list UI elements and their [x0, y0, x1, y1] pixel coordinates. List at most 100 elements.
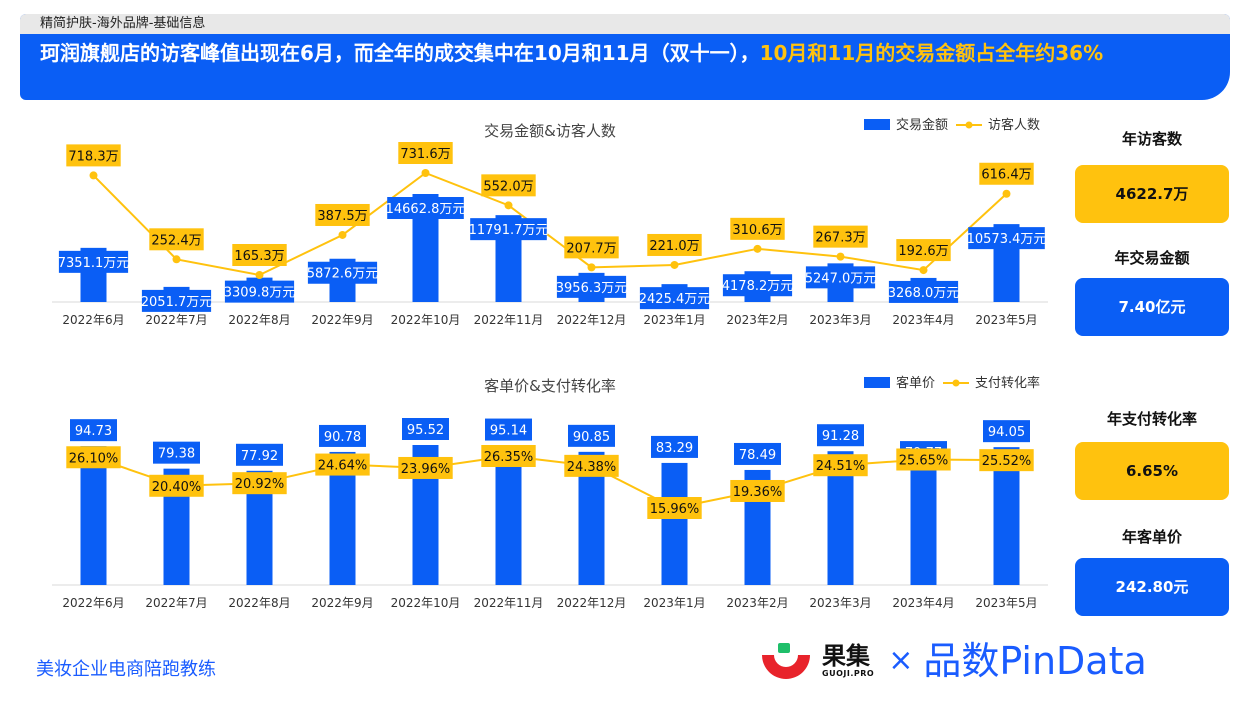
- line-data-label: 26.10%: [69, 451, 119, 466]
- bar: [80, 446, 107, 585]
- x-tick-label: 2023年3月: [809, 596, 871, 610]
- line-point: [172, 255, 181, 264]
- x-tick-label: 2023年5月: [975, 313, 1037, 327]
- collab-times-icon: ×: [888, 643, 914, 678]
- line-series-path: [93, 454, 1007, 510]
- line-point: [1002, 189, 1011, 198]
- bar-data-label-box: [568, 424, 615, 447]
- headline-main: 珂润旗舰店的访客峰值出现在6月，而全年的成交集中在10月和11月（双十一），: [40, 41, 760, 65]
- x-tick-label: 2022年8月: [228, 313, 290, 327]
- bar-data-label: 78.49: [739, 448, 776, 463]
- legend-bar-swatch: [864, 377, 890, 388]
- pindata-logo: 品数PinData: [923, 639, 1147, 683]
- kpi-sales-title: 年交易金额: [1114, 249, 1190, 267]
- bar-data-label: 5872.6万元: [307, 267, 379, 282]
- line-data-label: 731.6万: [400, 147, 450, 162]
- line-data-label: 310.6万: [732, 223, 782, 238]
- bar-data-label: 10573.4万元: [967, 232, 1047, 247]
- page-header: 精简护肤-海外品牌-基础信息 珂润旗舰店的访客峰值出现在6月，而全年的成交集中在…: [20, 14, 1230, 100]
- x-tick-label: 2023年4月: [892, 596, 954, 610]
- line-data-label: 267.3万: [815, 231, 865, 246]
- x-tick-label: 2022年7月: [145, 596, 207, 610]
- bar-data-label-box: [817, 424, 864, 447]
- line-data-label-box: [813, 225, 868, 248]
- line-data-label: 616.4万: [981, 168, 1031, 183]
- bar-data-label: 11791.7万元: [469, 223, 549, 238]
- legend-line-marker: [965, 121, 973, 129]
- line-data-label: 24.64%: [318, 459, 368, 474]
- line-data-label: 26.35%: [484, 450, 534, 465]
- bar: [910, 468, 937, 585]
- legend-line-label: 访客人数: [988, 117, 1040, 133]
- x-tick-label: 2022年12月: [557, 596, 627, 610]
- line-data-label-box: [564, 236, 619, 259]
- x-tick-label: 2022年7月: [145, 313, 207, 327]
- bar-data-label-box: [968, 227, 1045, 250]
- line-data-label-box: [481, 445, 536, 467]
- line-data-label: 192.6万: [898, 244, 948, 259]
- line-point: [919, 266, 928, 275]
- line-data-label: 207.7万: [566, 241, 616, 256]
- guoji-sub-text: GUOJI.PRO: [822, 669, 875, 678]
- bar-data-label-box: [556, 275, 627, 298]
- x-tick-label: 2023年5月: [975, 596, 1037, 610]
- kpi-sales-value: 7.40亿元: [1075, 278, 1229, 336]
- line-data-label: 718.3万: [68, 149, 118, 164]
- line-data-label-box: [66, 446, 121, 469]
- line-point: [836, 252, 845, 261]
- bar-data-label-box: [983, 420, 1030, 443]
- line-data-label: 20.92%: [235, 477, 285, 492]
- line-data-label-box: [647, 497, 702, 519]
- page-title: 珂润旗舰店的访客峰值出现在6月，而全年的成交集中在10月和11月（双十一），10…: [40, 38, 1218, 68]
- line-data-label: 25.52%: [982, 454, 1032, 469]
- chart-title: 交易金额&访客人数: [484, 122, 616, 140]
- bar-data-label: 5247.0万元: [805, 271, 877, 286]
- line-point: [670, 260, 679, 269]
- charts-canvas: 交易金额&访客人数 交易金额 访客人数 2022年6月 2022年7月 2022年8月 20…: [52, 117, 1048, 610]
- bar-data-label: 90.85: [573, 430, 610, 445]
- bar-data-label-box: [734, 442, 781, 465]
- line-point: [753, 244, 762, 253]
- bar-data-label-box: [387, 197, 464, 219]
- bar-data-label: 2425.4万元: [639, 292, 711, 307]
- line-data-label-box: [979, 449, 1034, 472]
- line-point: [255, 271, 264, 279]
- line-series-path: [92, 171, 1008, 277]
- bar-data-label: 2051.7万元: [141, 295, 213, 310]
- bar-data-label: 7351.1万元: [58, 256, 130, 271]
- footer-tagline: 美妆企业电商陪跑教练: [36, 659, 216, 680]
- guoji-logo-icon: [762, 643, 810, 679]
- bar-data-label-box: [236, 443, 283, 466]
- bar: [495, 445, 522, 585]
- line-data-label: 552.0万: [483, 179, 533, 194]
- line-data-label-box: [813, 454, 868, 477]
- bar-data-label: 79.38: [158, 447, 195, 462]
- bar-data-label: 91.28: [822, 429, 859, 444]
- bar-data-label: 14662.8万元: [386, 202, 466, 217]
- bar-data-label: 95.14: [490, 424, 527, 439]
- line-data-label: 20.40%: [152, 480, 202, 495]
- legend-bar-swatch: [864, 119, 890, 130]
- line-data-label-box: [730, 217, 785, 240]
- line-data-label-box: [564, 454, 619, 477]
- x-tick-label: 2023年2月: [726, 313, 788, 327]
- kpi-conversion-title: 年支付转化率: [1106, 410, 1197, 428]
- breadcrumb: 精简护肤-海外品牌-基础信息: [40, 16, 206, 31]
- kpi-aov-title: 年客单价: [1121, 528, 1182, 546]
- x-tick-label: 2023年1月: [643, 313, 705, 327]
- line-data-label: 165.3万: [234, 249, 284, 264]
- line-data-label: 23.96%: [401, 462, 451, 477]
- bar-data-label-box: [319, 424, 366, 447]
- line-data-label-box: [66, 144, 121, 167]
- bar-data-label-box: [470, 218, 547, 241]
- x-tick-label: 2022年11月: [474, 313, 544, 327]
- bar-data-label-box: [58, 250, 129, 273]
- bar-data-label: 4178.2万元: [722, 279, 794, 294]
- bar-data-label: 3268.0万元: [888, 286, 960, 301]
- line-data-label: 387.5万: [317, 209, 367, 224]
- x-tick-label: 2022年10月: [391, 313, 461, 327]
- line-data-label-box: [315, 203, 370, 226]
- line-data-label: 19.36%: [733, 485, 783, 500]
- line-data-label-box: [315, 453, 370, 476]
- line-data-label: 24.38%: [567, 460, 617, 475]
